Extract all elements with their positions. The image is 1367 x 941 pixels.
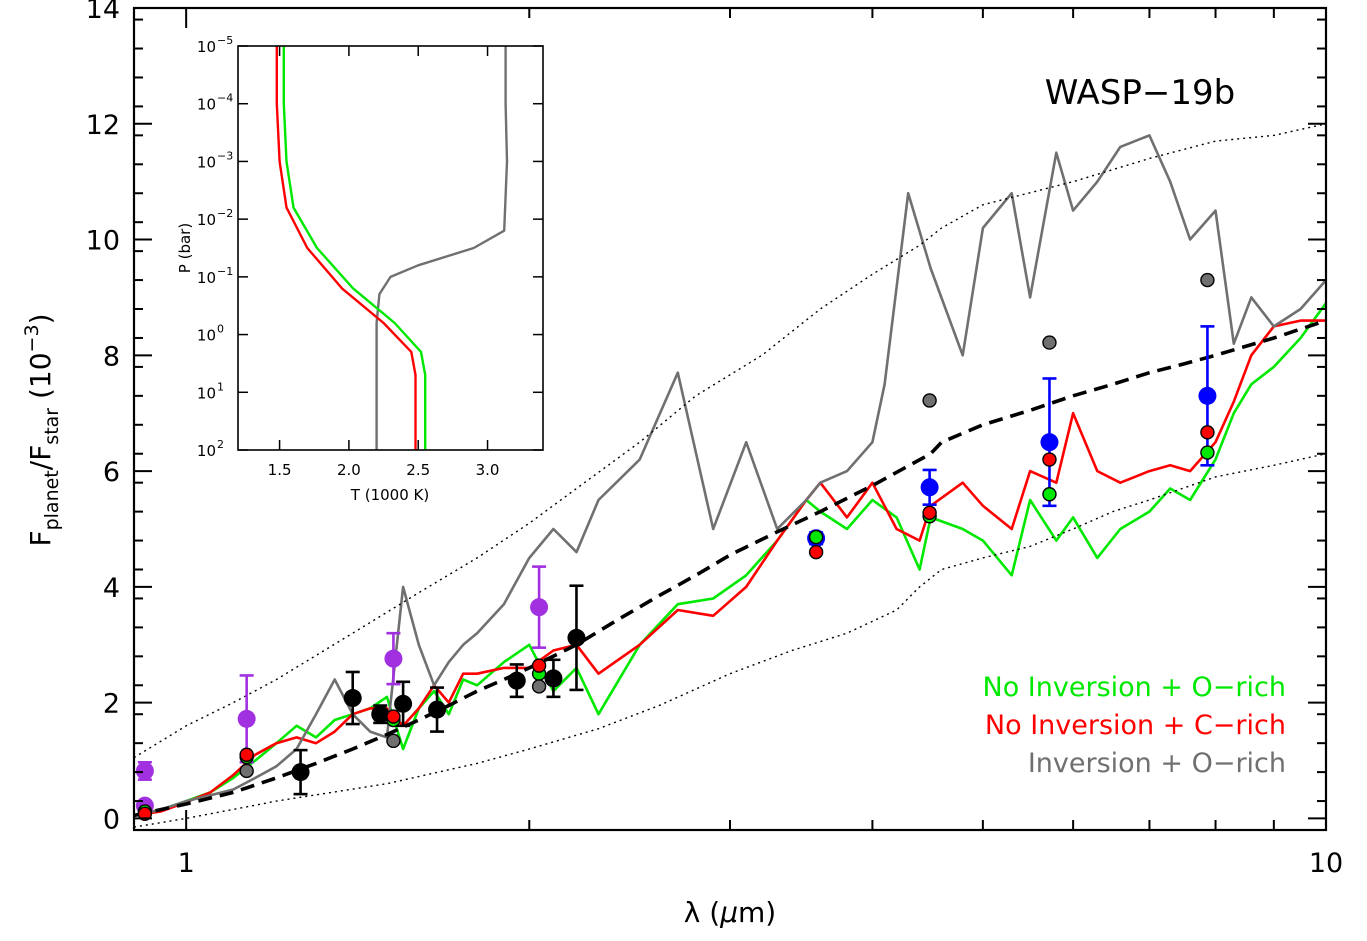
series-line-no_inversion_c_rich [133,319,1326,817]
data-point-purple [135,761,154,780]
inset-x-tick-label: 2.5 [406,461,430,479]
y-tick-label: 12 [86,110,120,141]
data-point-observed [343,689,362,708]
y-tick-label: 8 [103,341,120,372]
data-point-observed [507,671,526,690]
model-point-red_points [239,747,254,762]
data-point-purple [530,598,549,617]
model-point-red_points [137,806,153,821]
y-tick-label: 4 [103,573,120,604]
inset-series-group [275,46,509,450]
inset-y-tick-label: 10 [197,211,216,229]
model-point-gray_points [1200,272,1215,288]
inset-x-axis-title: T (1000 K) [350,486,429,504]
legend-entry: No Inversion + C−rich [985,710,1286,741]
inset-y-tick-label: 10 [197,153,216,171]
series-line-lower_envelope [133,453,1327,828]
model-point-green_points [808,529,824,545]
data-point-blue [1040,433,1059,452]
x-axis-title: λ (μm) [684,896,776,929]
series-line-inversion_o_rich [133,134,1327,817]
series-line-blackbody [133,318,1327,818]
model-point-red_points [808,544,824,560]
y-axis-title: Fplanet/Fstar (10−3) [21,313,63,546]
data-point-observed [291,763,310,782]
inset-frame [237,45,544,451]
series-line-no_inversion_o_rich [133,302,1328,817]
data-point-blue [920,478,939,497]
inset-line-profile_gray [375,46,509,450]
inset-y-tick-exponent: −4 [217,92,233,105]
inset-y-tick-label: 10 [197,96,216,114]
model-point-gray_points [386,733,401,749]
inset-y-tick-exponent: −2 [217,207,233,220]
inset-x-tick-label: 3.0 [476,461,500,479]
data-point-observed [567,628,586,647]
model-point-green_points [1200,445,1215,460]
y-tick-label: 0 [103,804,120,835]
model-point-gray_points [531,679,547,694]
model-point-red_points [386,709,401,724]
y-tick-label: 2 [103,689,120,720]
model-point-gray_points [922,393,937,408]
inset-y-tick-label: 10 [197,442,216,460]
inset-y-tick-exponent: 1 [217,380,224,393]
model-point-red_points [1042,452,1057,467]
x-tick-label: 1 [178,848,195,879]
model-point-green_points [1042,487,1057,502]
main-points-group [135,272,1217,821]
inset-y-tick-label: 10 [197,384,216,402]
inset-y-tick-label: 10 [197,327,216,345]
inset-x-tick-label: 2.0 [337,461,361,479]
inset-y-axis-title: P (bar) [176,223,194,273]
legend-entry: No Inversion + O−rich [983,672,1287,703]
inset-y-tick-exponent: 2 [217,438,224,451]
inset-line-profile_green [282,46,427,450]
inset-y-tick-exponent: 0 [217,323,224,336]
inset-y-tick-exponent: −3 [217,149,233,162]
inset-y-tick-exponent: −1 [217,265,233,278]
data-point-observed [544,669,563,688]
data-point-observed [371,705,390,724]
model-point-red_points [1200,425,1215,440]
series-line-upper_envelope [133,123,1327,759]
legend-entry: Inversion + O−rich [1028,748,1286,779]
y-tick-label: 14 [86,0,120,25]
legend: No Inversion + O−rich No Inversion + C−ri… [983,672,1287,779]
model-point-gray_points [239,763,254,779]
inset-y-tick-label: 10 [197,38,216,56]
y-tick-label: 6 [103,457,120,488]
data-point-observed [428,700,447,719]
y-tick-label: 10 [86,226,120,257]
main-series-group [133,123,1328,828]
data-point-purple [384,649,403,668]
x-tick-label: 10 [1309,848,1343,879]
model-point-red_points [531,658,547,673]
model-point-gray_points [1042,335,1057,350]
inset-x-tick-label: 1.5 [268,461,292,479]
data-point-blue [1198,386,1217,405]
planet-name-label: WASP−19b [1045,73,1235,113]
inset-y-tick-label: 10 [197,269,216,287]
data-point-purple [237,709,256,728]
model-point-red_points [922,505,937,520]
inset-line-profile_red [275,46,417,450]
inset-background [238,46,543,450]
inset-y-tick-exponent: −5 [217,34,233,47]
data-point-observed [394,694,413,713]
